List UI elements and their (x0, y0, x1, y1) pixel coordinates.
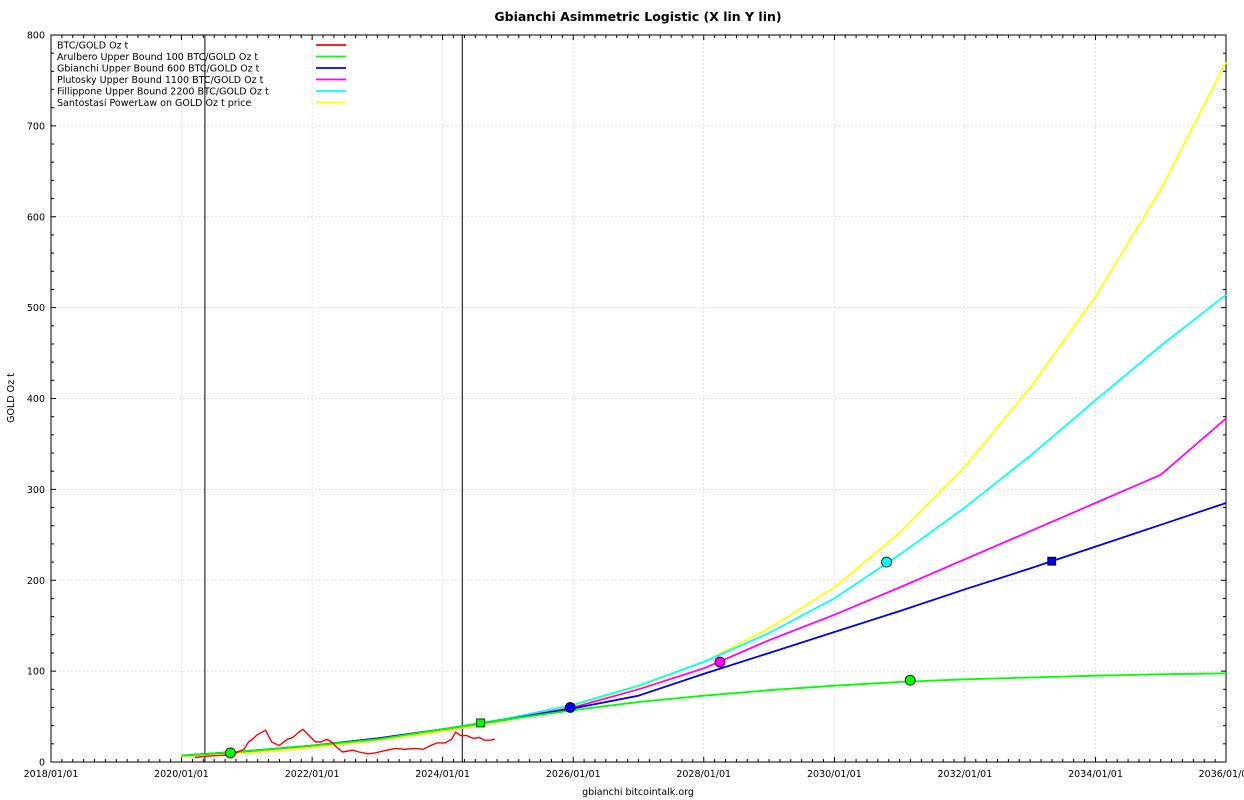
legend-label: BTC/GOLD Oz t (57, 41, 129, 52)
x-tick-label: 2026/01/01 (546, 769, 601, 780)
chart-title: Gbianchi Asimmetric Logistic (X lin Y li… (494, 9, 781, 24)
y-tick-label: 200 (27, 576, 45, 587)
series-marker (904, 674, 916, 686)
y-tick-label: 100 (27, 667, 45, 678)
series-marker (714, 656, 726, 668)
x-tick-label: 2032/01/01 (937, 769, 992, 780)
series-marker (881, 556, 892, 568)
y-tick-label: 700 (27, 121, 45, 132)
series-line (181, 672, 1227, 757)
y-tick-label: 0 (39, 758, 45, 769)
vertical-markers (204, 35, 463, 762)
y-tick-label: 600 (27, 212, 45, 223)
series-marker (225, 747, 236, 759)
legend-label: Arulbero Upper Bound 100 BTC/GOLD Oz t (57, 52, 258, 63)
axes: 0 100 200 300 400 500 600 700 800 2018/01/01 2020/… (24, 31, 1244, 781)
legend-label: Gbianchi Upper Bound 600 BTC/GOLD Oz t (57, 64, 260, 75)
y-tick-label: 300 (27, 485, 45, 496)
legend-label: Santostasi PowerLaw on GOLD Oz t price (57, 98, 251, 109)
x-tick-label: 2024/01/01 (415, 769, 470, 780)
grid (51, 35, 1226, 762)
series-line (181, 502, 1227, 757)
x-tick-label: 2028/01/01 (676, 769, 731, 780)
series-marker (1047, 556, 1057, 566)
x-tick-label: 2030/01/01 (807, 769, 862, 780)
series-marker (564, 702, 576, 713)
x-tick-label: 2022/01/01 (285, 769, 340, 780)
series-line (194, 728, 496, 759)
y-tick-label: 500 (27, 303, 45, 314)
y-tick-label: 400 (27, 394, 45, 405)
series-marker (476, 718, 486, 728)
series-lines (181, 61, 1227, 759)
x-tick-label: 2034/01/01 (1068, 769, 1123, 780)
x-axis-label: gbianchi bitcointalk.org (582, 787, 694, 798)
y-tick-label: 800 (27, 31, 45, 42)
x-tick-label: 2018/01/01 (24, 769, 79, 780)
legend-label: Plutosky Upper Bound 1100 BTC/GOLD Oz t (57, 75, 264, 86)
y-axis-label: GOLD Oz t (6, 373, 17, 423)
series-markers (225, 556, 1057, 759)
x-tick-label: 2036/01/01 (1199, 769, 1244, 780)
x-tick-label: 2020/01/01 (154, 769, 209, 780)
legend-label: Fillippone Upper Bound 2200 BTC/GOLD Oz … (57, 87, 269, 98)
